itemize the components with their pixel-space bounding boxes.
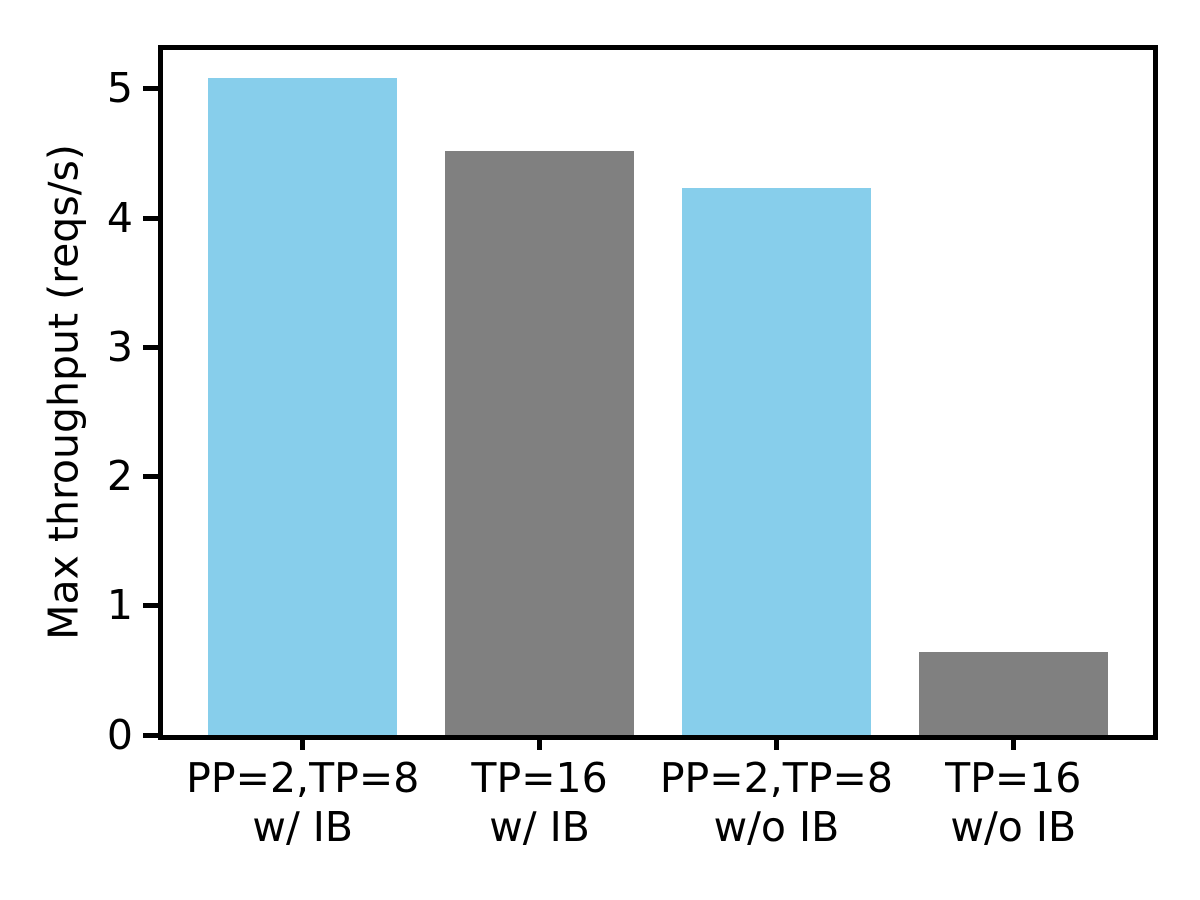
x-tick-label: TP=16 w/o IB [945,754,1082,851]
y-tick-mark [143,474,158,479]
x-tick-label: TP=16 w/ IB [471,754,608,851]
y-axis-title: Max throughput (reqs/s) [39,144,88,640]
y-tick-mark [143,344,158,350]
x-tick-label: PP=2,TP=8 w/o IB [659,754,893,851]
y-tick-label: 5 [106,64,133,113]
y-tick-label: 0 [106,710,133,759]
x-tick-label: PP=2,TP=8 w/ IB [186,754,420,851]
y-tick-mark [143,603,158,609]
y-tick-mark [143,732,158,738]
y-tick-mark [143,215,158,221]
y-tick-mark [143,86,158,92]
plot-area [158,45,1158,740]
